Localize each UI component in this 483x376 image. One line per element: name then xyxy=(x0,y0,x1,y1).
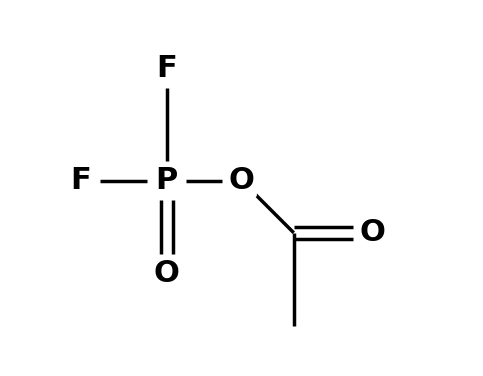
Text: O: O xyxy=(154,259,180,288)
Text: F: F xyxy=(156,54,177,83)
Text: P: P xyxy=(156,166,178,195)
Text: F: F xyxy=(71,166,91,195)
Text: O: O xyxy=(359,218,385,247)
Text: O: O xyxy=(228,166,255,195)
